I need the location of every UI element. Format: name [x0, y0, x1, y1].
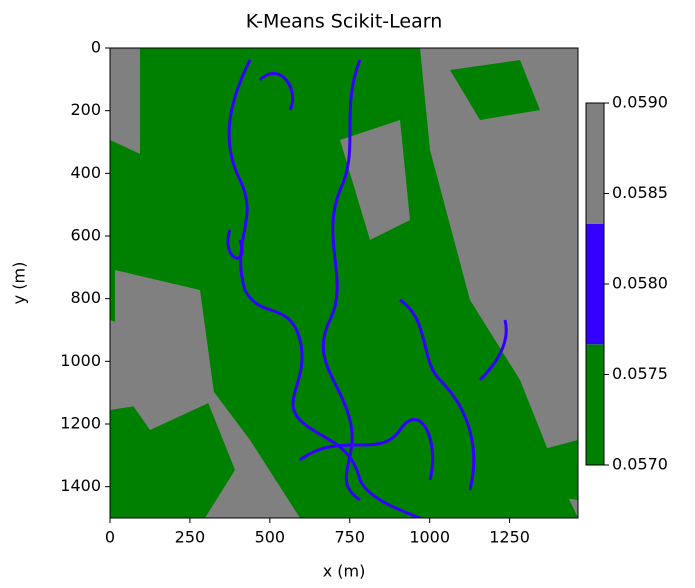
x-tick-label: 750 [334, 528, 365, 547]
chart-title: K-Means Scikit-Learn [246, 11, 443, 33]
image-raster [110, 48, 578, 518]
colorbar-tick-label: 0.0570 [612, 455, 668, 474]
colorbar-tick-label: 0.0580 [612, 274, 668, 293]
x-axis-label: x (m) [323, 562, 366, 581]
y-tick-label: 0 [91, 38, 101, 57]
colorbar-segment [586, 103, 604, 224]
y-tick-label: 1200 [60, 414, 101, 433]
y-tick-label: 800 [70, 288, 101, 307]
y-axis-label: y (m) [10, 262, 29, 305]
y-tick-label: 200 [70, 100, 101, 119]
x-tick-label: 1250 [489, 528, 530, 547]
x-tick-label: 1000 [409, 528, 450, 547]
y-tick-label: 1000 [60, 351, 101, 370]
y-tick-label: 1400 [60, 476, 101, 495]
plot-frame [109, 47, 579, 519]
colorbar-tick-label: 0.0590 [612, 93, 668, 112]
y-tick-label: 600 [70, 226, 101, 245]
y-tick-label: 400 [70, 163, 101, 182]
x-tick-label: 500 [255, 528, 286, 547]
colorbar-segment [586, 344, 604, 465]
x-tick-label: 0 [105, 528, 115, 547]
colorbar-tick-label: 0.0585 [612, 183, 668, 202]
colorbar-tick-label: 0.0575 [612, 364, 668, 383]
x-tick-label: 250 [175, 528, 206, 547]
colorbar-segment [586, 223, 604, 345]
